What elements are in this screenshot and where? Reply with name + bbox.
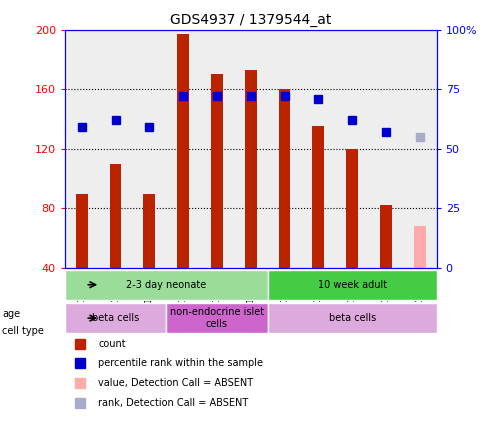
Bar (166, 303, 267, 333)
Bar (346, 149, 358, 268)
Bar (211, 74, 223, 268)
Text: value, Detection Call = ABSENT: value, Detection Call = ABSENT (98, 378, 253, 388)
Bar (312, 126, 324, 268)
Text: rank, Detection Call = ABSENT: rank, Detection Call = ABSENT (98, 398, 249, 408)
Title: GDS4937 / 1379544_at: GDS4937 / 1379544_at (170, 13, 331, 27)
Bar (65, 303, 166, 333)
Bar (245, 70, 256, 268)
Text: percentile rank within the sample: percentile rank within the sample (98, 359, 263, 368)
Bar (65, 270, 267, 300)
Bar (267, 303, 437, 333)
Text: 2-3 day neonate: 2-3 day neonate (126, 280, 207, 290)
Text: cell type: cell type (2, 326, 44, 336)
Bar (278, 89, 290, 268)
Bar (110, 164, 121, 268)
Bar (380, 206, 392, 268)
Text: age: age (2, 309, 20, 319)
Text: beta cells: beta cells (328, 313, 376, 323)
Bar (414, 226, 426, 268)
Bar (76, 194, 88, 268)
Text: 10 week adult: 10 week adult (317, 280, 387, 290)
Text: non-endocrine islet
cells: non-endocrine islet cells (170, 308, 264, 329)
Text: beta cells: beta cells (92, 313, 139, 323)
Bar (267, 270, 437, 300)
Bar (143, 194, 155, 268)
Text: count: count (98, 339, 126, 349)
Bar (177, 34, 189, 268)
